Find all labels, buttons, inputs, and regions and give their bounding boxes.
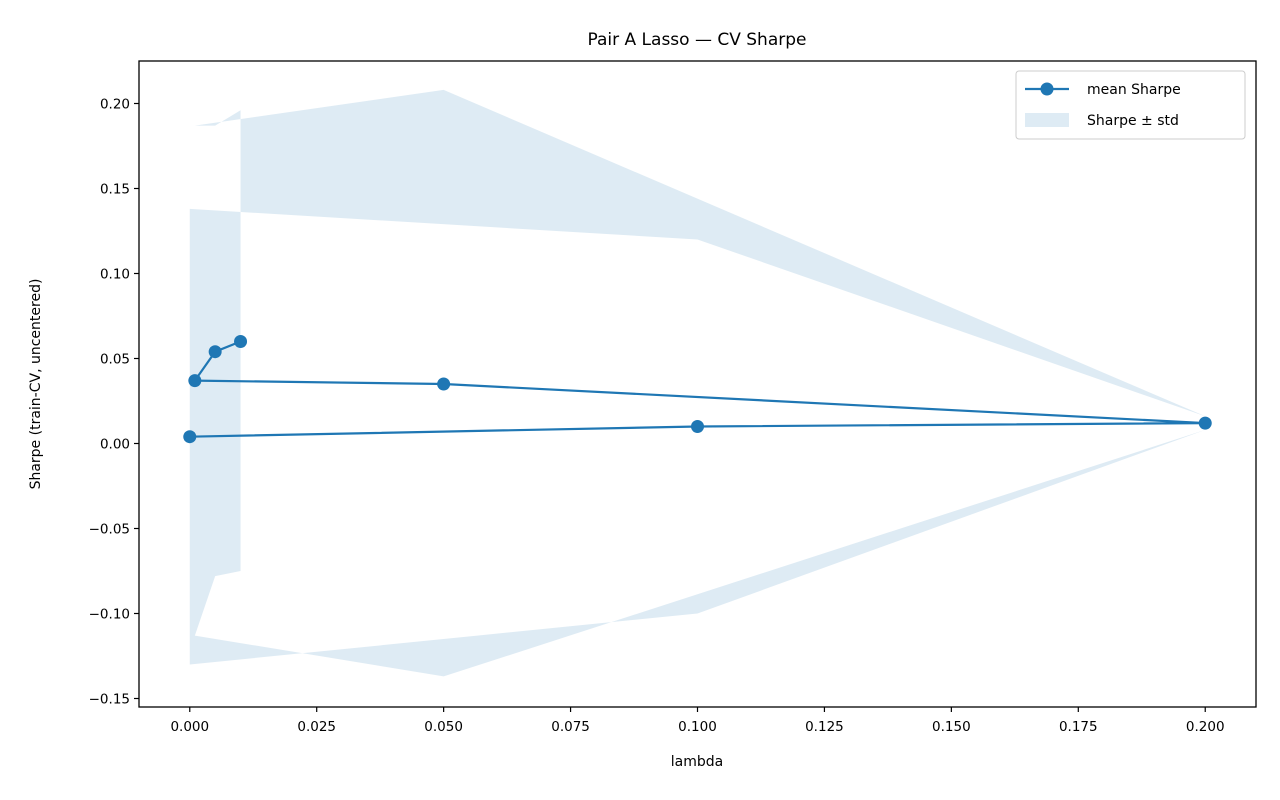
y-tick-label: 0.10 bbox=[100, 267, 130, 283]
x-tick-label: 0.175 bbox=[1059, 719, 1098, 735]
chart-title: Pair A Lasso — CV Sharpe bbox=[588, 30, 807, 50]
band-area bbox=[189, 89, 1206, 677]
x-tick-label: 0.000 bbox=[170, 719, 209, 735]
x-tick-label: 0.150 bbox=[932, 719, 971, 735]
x-tick-label: 0.100 bbox=[678, 719, 717, 735]
legend-label-band: Sharpe ± std bbox=[1087, 113, 1179, 129]
y-tick-label: 0.15 bbox=[100, 182, 130, 198]
data-point bbox=[188, 374, 202, 388]
data-point bbox=[183, 430, 197, 444]
x-tick-label: 0.125 bbox=[805, 719, 844, 735]
legend: mean Sharpe Sharpe ± std bbox=[1015, 70, 1246, 140]
y-tick-label: −0.05 bbox=[89, 522, 130, 538]
data-point bbox=[691, 420, 704, 433]
y-tick-label: −0.10 bbox=[89, 607, 130, 623]
x-tick-label: 0.200 bbox=[1186, 719, 1225, 735]
data-point bbox=[234, 335, 248, 348]
band-layer bbox=[189, 89, 1206, 677]
x-tick-label: 0.075 bbox=[551, 719, 590, 735]
x-tick-label: 0.050 bbox=[424, 719, 463, 735]
y-tick-label: 0.20 bbox=[100, 97, 130, 113]
legend-marker-swatch bbox=[1040, 82, 1054, 96]
data-point bbox=[437, 377, 451, 391]
x-axis: 0.000 0.025 0.050 0.075 0.100 0.125 0.150 0.175… bbox=[170, 707, 1225, 735]
marker-layer bbox=[183, 335, 1212, 444]
x-axis-label: lambda bbox=[671, 754, 723, 770]
legend-band-swatch bbox=[1025, 113, 1069, 127]
y-axis: −0.15 −0.10 −0.05 0.00 0.05 0.10 0.15 0.20 bbox=[89, 97, 139, 708]
y-tick-label: 0.05 bbox=[100, 352, 130, 368]
y-axis-label: Sharpe (train-CV, uncentered) bbox=[28, 279, 44, 490]
x-tick-label: 0.025 bbox=[297, 719, 336, 735]
data-point bbox=[208, 345, 222, 359]
y-tick-label: 0.00 bbox=[100, 437, 130, 453]
legend-label-mean: mean Sharpe bbox=[1087, 82, 1181, 98]
legend-frame bbox=[1015, 70, 1246, 140]
data-point bbox=[1198, 416, 1212, 430]
y-tick-label: −0.15 bbox=[89, 692, 130, 708]
